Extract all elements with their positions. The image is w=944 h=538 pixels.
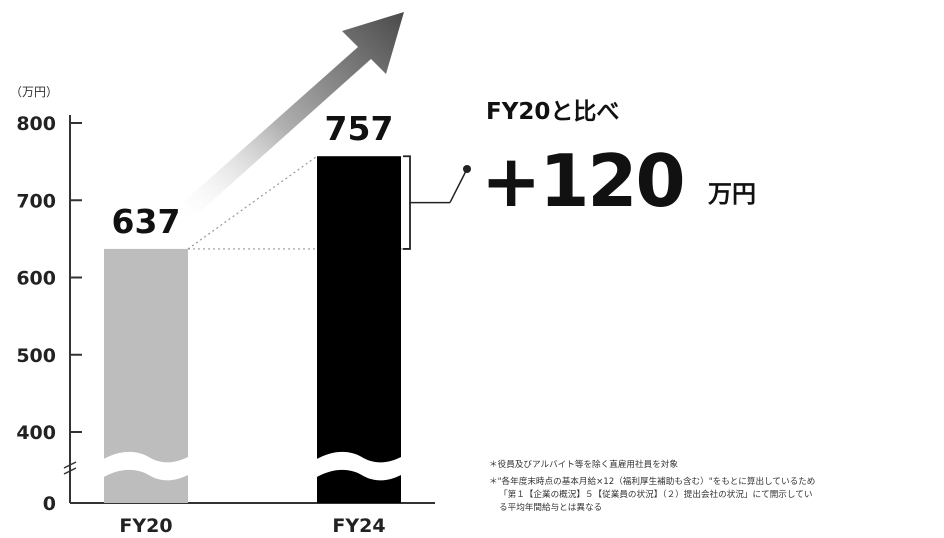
bar-value-label: 757 <box>325 109 394 148</box>
axis-break-marks <box>102 451 403 481</box>
callout-leader <box>449 168 468 203</box>
y-tick-label: 700 <box>16 190 56 212</box>
footnote-1: ＊役員及びアルバイト等を除く直雇用社員を対象 <box>489 458 678 470</box>
x-category-label: FY20 <box>119 515 172 537</box>
footnote-4: る平均年間給与とは異なる <box>499 501 602 513</box>
y-tick-label: 400 <box>16 422 56 444</box>
difference-unit: 万円 <box>708 180 756 208</box>
x-category-label: FY24 <box>332 515 385 537</box>
bar <box>317 156 401 503</box>
footnote-3: 「第１【企業の概況】５【従業員の状況】（２）提出会社の状況」にて開示してい <box>499 488 812 500</box>
y-tick-label: 600 <box>16 268 56 290</box>
difference-bracket <box>403 155 471 250</box>
bar-break-wave <box>102 451 190 481</box>
bar-value-label: 637 <box>112 202 181 241</box>
labels: 637 FY20 757 FY24 <box>112 109 394 537</box>
guide-lines <box>187 155 410 250</box>
guide-line-diagonal <box>187 155 318 250</box>
y-tick-label: 0 <box>43 493 56 515</box>
callout-dot <box>463 165 471 173</box>
bracket <box>403 155 411 250</box>
compare-label: FY20と比べ <box>486 99 619 125</box>
y-axis-unit-label: （万円） <box>10 85 58 99</box>
y-tick-label: 500 <box>16 345 56 367</box>
rising-arrow-icon <box>180 12 404 218</box>
y-axis-break-mark <box>63 467 77 475</box>
y-axis-break-mark <box>63 461 77 469</box>
bar-break-wave <box>315 451 403 481</box>
rising-arrow-shape <box>180 12 404 218</box>
difference-value: +120 <box>481 139 684 223</box>
footnote-2: ＊"各年度末時点の基本月給×12（福利厚生補助も含む）"をもとに算出しているため <box>489 475 815 487</box>
y-tick-label: 800 <box>16 113 56 135</box>
